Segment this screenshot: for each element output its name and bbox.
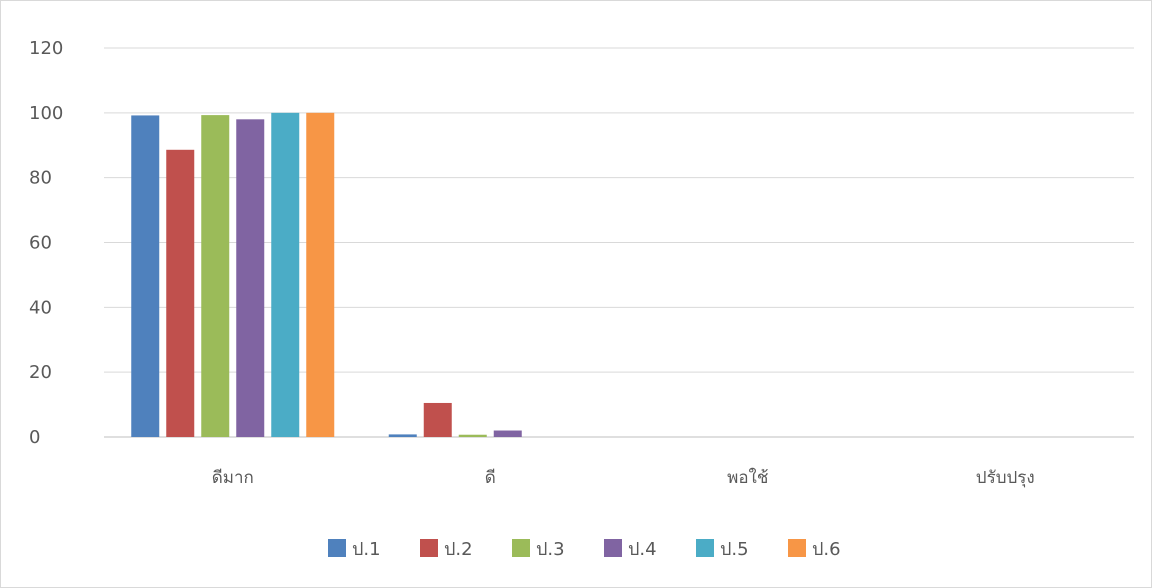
legend-label: ป.1 <box>352 539 381 560</box>
y-tick-label: 60 <box>29 233 52 254</box>
legend-label: ป.3 <box>536 539 565 560</box>
legend-swatch <box>788 539 806 557</box>
x-axis: ดีมาก ดี พอใช้ ปรับปรุง <box>212 467 1035 488</box>
legend-label: ป.2 <box>444 539 473 560</box>
x-category-label: ดีมาก <box>212 468 254 488</box>
legend-label: ป.5 <box>720 539 749 560</box>
legend-swatch <box>604 539 622 557</box>
legend-item: ป.5 <box>696 539 749 560</box>
legend-label: ป.6 <box>812 539 841 560</box>
x-category-label: พอใช้ <box>727 467 768 488</box>
legend-swatch <box>696 539 714 557</box>
bar-ป.2-ดี <box>423 402 452 437</box>
bar-ป.2-ดีมาก <box>166 149 195 437</box>
legend-swatch <box>512 539 530 557</box>
bar-ป.5-ดีมาก <box>271 112 300 437</box>
legend-item: ป.1 <box>328 539 381 560</box>
bar-ป.3-ดีมาก <box>201 115 230 437</box>
legend-item: ป.6 <box>788 539 841 560</box>
legend: ป.1 ป.2 ป.3 ป.4 ป.5 ป.6 <box>328 539 841 560</box>
y-tick-label: 80 <box>29 168 52 189</box>
legend-label: ป.4 <box>628 539 657 560</box>
legend-item: ป.2 <box>420 539 473 560</box>
bar-ป.6-ดีมาก <box>306 112 335 437</box>
legend-swatch <box>328 539 346 557</box>
legend-swatch <box>420 539 438 557</box>
x-category-label: ดี <box>485 468 496 488</box>
y-tick-label: 40 <box>29 297 52 318</box>
bars <box>131 112 522 438</box>
x-category-label: ปรับปรุง <box>976 468 1035 488</box>
bar-ป.1-ดีมาก <box>131 115 160 437</box>
y-tick-label: 0 <box>29 427 40 448</box>
y-axis: 0 20 40 60 80 100 120 <box>29 38 63 448</box>
bar-ป.3-ดี <box>458 434 487 437</box>
bar-ป.4-ดี <box>493 430 522 437</box>
y-tick-label: 20 <box>29 362 52 383</box>
bar-ป.1-ดี <box>388 434 417 437</box>
y-tick-label: 100 <box>29 103 63 124</box>
bar-ป.4-ดีมาก <box>236 119 265 438</box>
y-tick-label: 120 <box>29 38 63 59</box>
legend-item: ป.4 <box>604 539 657 560</box>
legend-item: ป.3 <box>512 539 565 560</box>
